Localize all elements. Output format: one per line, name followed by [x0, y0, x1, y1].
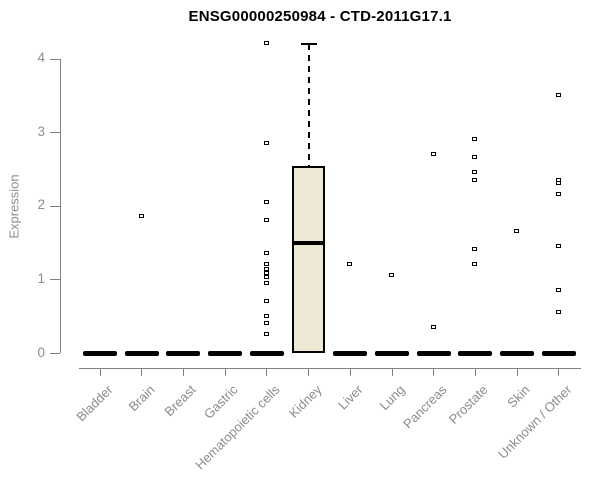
outlier-point: [472, 247, 478, 252]
collapsed-box: [333, 351, 368, 356]
outlier-point: [472, 155, 478, 160]
x-tick-label: Breast: [161, 382, 200, 420]
outlier-point: [389, 273, 395, 278]
outlier-point: [263, 298, 269, 303]
collapsed-box: [458, 351, 493, 356]
collapsed-box: [375, 351, 410, 356]
outlier-point: [555, 177, 561, 182]
box: [292, 165, 326, 354]
x-tick: [349, 368, 351, 376]
y-tick: [50, 58, 60, 60]
collapsed-box: [249, 351, 284, 356]
outlier-point: [514, 229, 520, 234]
outlier-point: [263, 274, 269, 279]
collapsed-box: [500, 351, 535, 356]
x-tick-label: Kidney: [285, 382, 325, 421]
outlier-point: [555, 92, 561, 97]
x-tick-label: Skin: [504, 382, 533, 411]
x-tick-label: Gastric: [201, 382, 241, 422]
outlier-point: [138, 214, 144, 219]
chart-title: ENSG00000250984 - CTD-2011G17.1: [188, 8, 452, 25]
outlier-point: [263, 41, 269, 46]
outlier-point: [472, 262, 478, 267]
x-tick-label: Lung: [376, 382, 408, 414]
outlier-point: [263, 267, 269, 272]
outlier-point: [263, 262, 269, 267]
x-tick: [99, 368, 101, 376]
y-tick-label: 3: [37, 123, 45, 139]
x-tick: [516, 368, 518, 376]
outlier-point: [263, 140, 269, 145]
y-axis-line: [60, 59, 61, 354]
x-tick: [558, 368, 560, 376]
whisker-line: [307, 44, 310, 166]
y-tick-label: 4: [37, 50, 45, 66]
y-tick: [50, 205, 60, 207]
collapsed-box: [541, 351, 576, 356]
x-tick: [391, 368, 393, 376]
x-tick-label: Prostate: [446, 382, 492, 427]
outlier-point: [472, 170, 478, 175]
x-axis-line: [79, 368, 581, 369]
y-tick-label: 0: [37, 344, 45, 360]
x-tick-label: Pancreas: [399, 382, 450, 432]
y-tick-label: 1: [37, 270, 45, 286]
x-tick: [474, 368, 476, 376]
outlier-point: [263, 271, 269, 275]
outlier-point: [430, 151, 436, 156]
collapsed-box: [208, 351, 243, 356]
outlier-point: [347, 262, 353, 267]
collapsed-box: [166, 351, 201, 356]
outlier-point: [263, 251, 269, 256]
outlier-point: [472, 137, 478, 142]
y-tick: [50, 132, 60, 134]
outlier-point: [555, 310, 561, 315]
y-tick: [50, 353, 60, 354]
outlier-point: [263, 218, 269, 223]
x-tick: [433, 368, 435, 376]
x-tick-label: Unknown / Other: [494, 382, 575, 462]
outlier-point: [263, 321, 269, 326]
outlier-point: [555, 243, 561, 248]
collapsed-box: [124, 351, 159, 356]
x-tick-label: Bladder: [73, 382, 116, 425]
outlier-point: [263, 332, 269, 337]
x-tick: [141, 368, 143, 376]
collapsed-box: [83, 351, 117, 356]
x-tick: [308, 368, 310, 376]
collapsed-box: [416, 351, 451, 356]
outlier-point: [263, 313, 269, 318]
outlier-point: [263, 280, 269, 285]
x-tick-label: Brain: [125, 382, 158, 415]
x-tick: [224, 368, 226, 376]
outlier-point: [555, 181, 561, 186]
y-tick-label: 2: [37, 197, 45, 213]
median-line: [292, 241, 326, 246]
outlier-point: [430, 324, 436, 329]
outlier-point: [555, 192, 561, 197]
whisker-cap: [300, 43, 317, 46]
outlier-point: [263, 199, 269, 204]
outlier-point: [555, 287, 561, 292]
x-tick: [266, 368, 268, 376]
x-tick-label: Liver: [335, 382, 366, 413]
x-tick: [182, 368, 184, 376]
outlier-point: [472, 177, 478, 182]
y-tick: [50, 279, 60, 281]
